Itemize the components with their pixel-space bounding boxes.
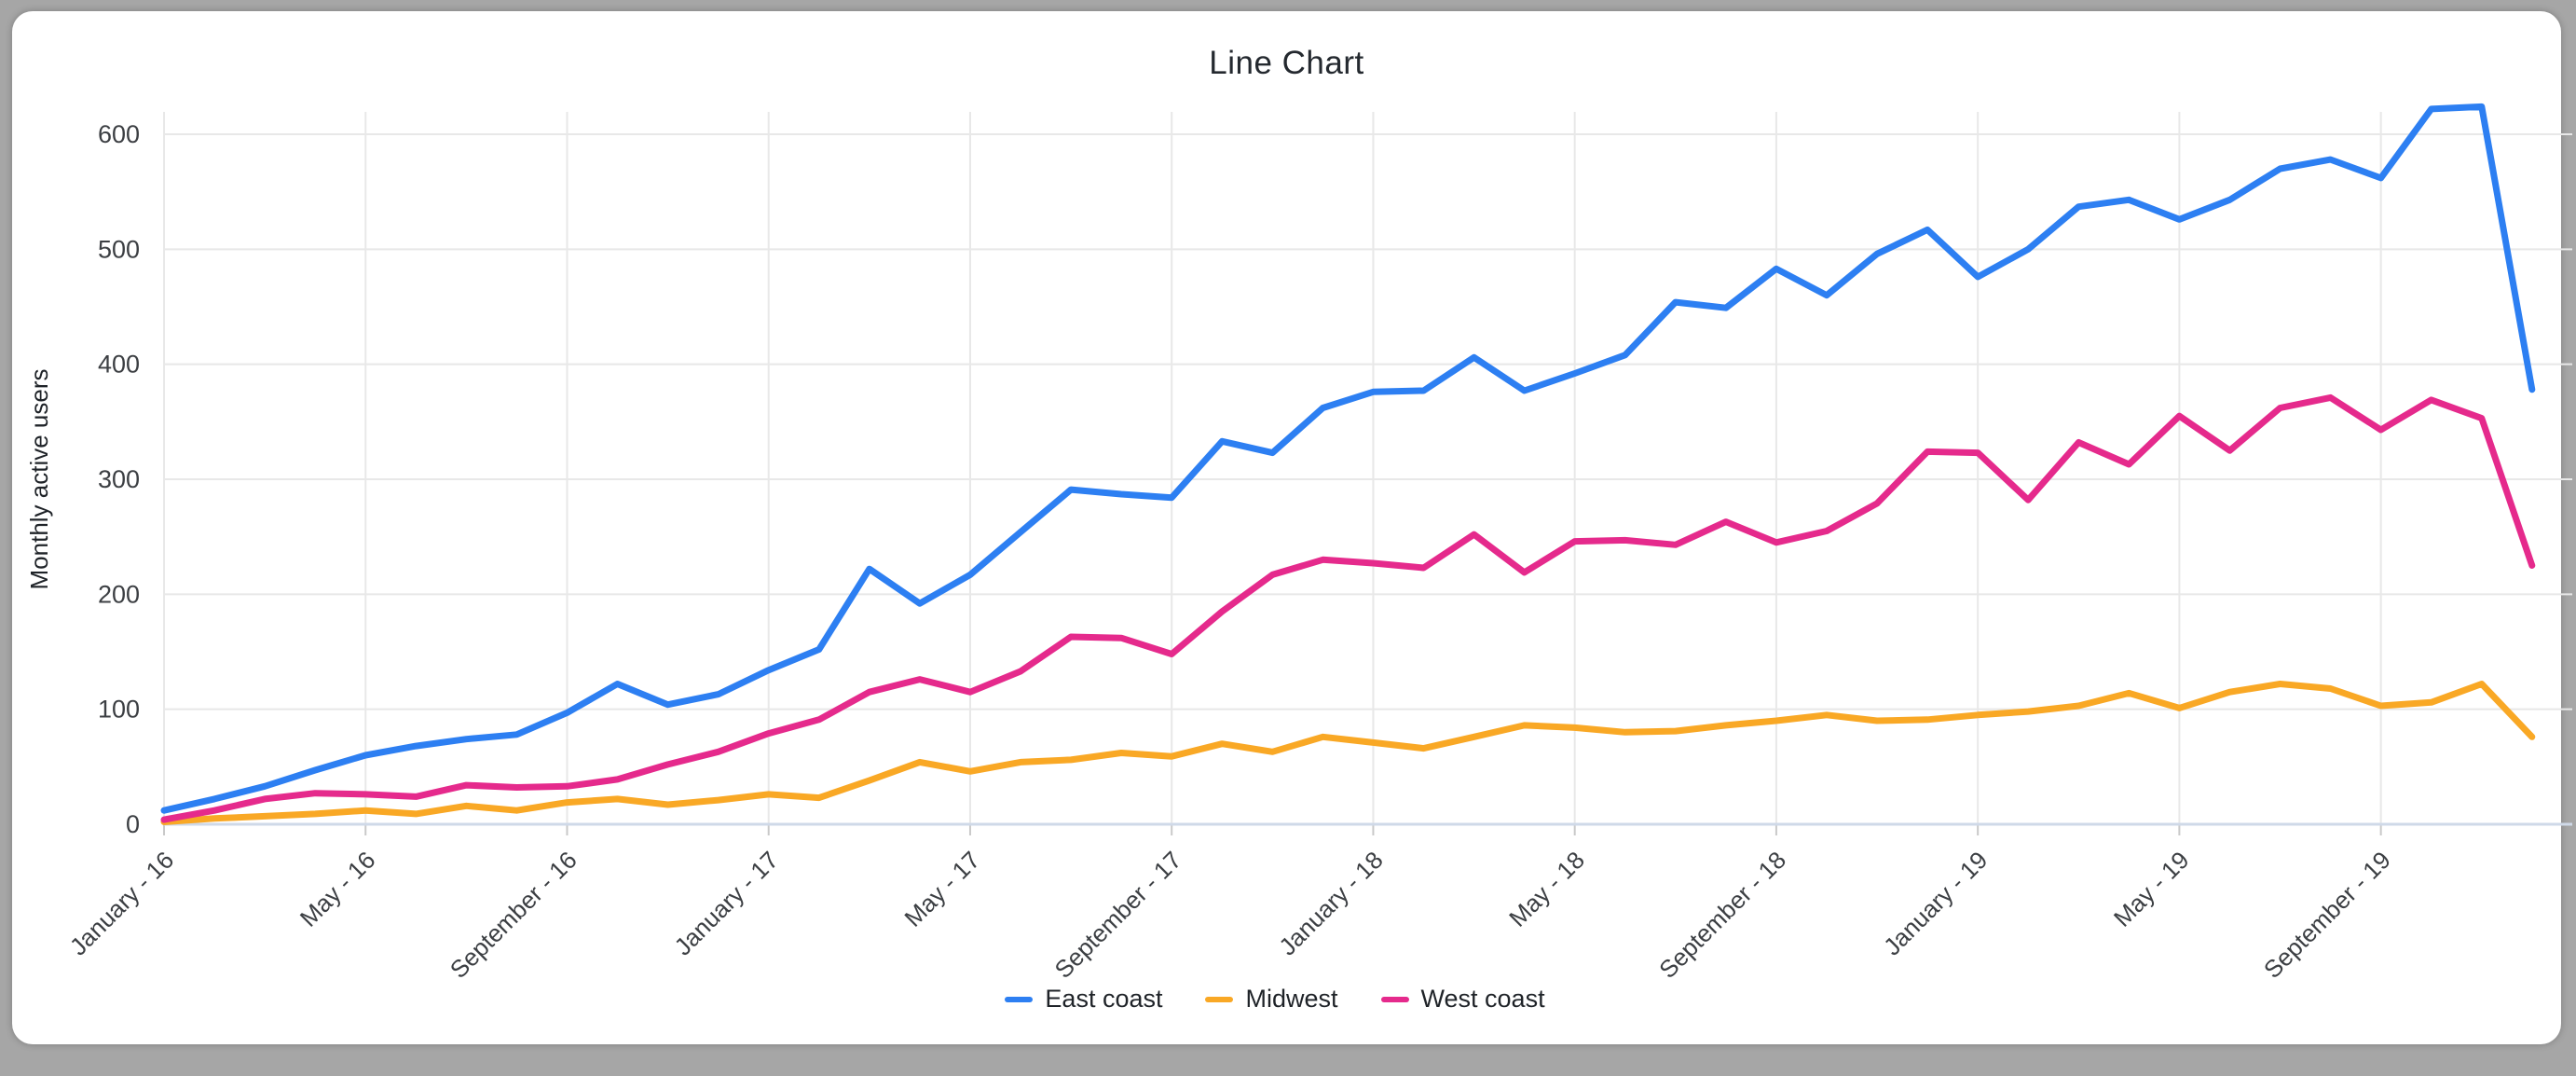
x-tick-label: May - 19 (2108, 846, 2195, 932)
y-tick-label: 400 (98, 351, 140, 379)
x-tick-label: January - 19 (1878, 846, 1993, 960)
legend-item-east-coast[interactable]: East coast (1005, 985, 1162, 1014)
x-tick-label: May - 18 (1503, 846, 1590, 932)
legend-label: East coast (1045, 985, 1163, 1013)
legend-label: Midwest (1245, 985, 1338, 1013)
chart-title: Line Chart (1209, 45, 1364, 81)
x-tick-label: January - 18 (1273, 846, 1388, 960)
y-tick-label: 100 (98, 696, 140, 724)
chart-card: Line Chart 0 100 200 300 400 500 600 January - … (12, 11, 2572, 1044)
series-line-midwest (160, 681, 2536, 825)
x-tick-label: September - 18 (1653, 846, 1791, 984)
legend-swatch-icon (1380, 996, 1409, 1002)
x-tick-label: May - 16 (295, 846, 381, 932)
line-chart-plot: 0 100 200 300 400 500 600 January - 16 May - 16 S… (25, 103, 2572, 984)
x-tick-label: September - 16 (445, 846, 582, 984)
series-line-east-coast (160, 103, 2536, 814)
y-axis-title: Monthly active users (25, 369, 53, 590)
legend-swatch-icon (1005, 996, 1034, 1002)
x-tick-label: September - 17 (1049, 846, 1187, 984)
y-tick-label: 0 (126, 810, 140, 838)
x-tick-label: January - 17 (669, 846, 784, 960)
y-tick-label: 300 (98, 465, 140, 493)
series-line-west-coast (160, 393, 2536, 823)
y-tick-label: 600 (98, 120, 140, 148)
y-tick-label: 200 (98, 580, 140, 608)
legend-label: West coast (1420, 985, 1545, 1013)
x-tick-label: May - 17 (898, 846, 985, 932)
x-tick-label: January - 16 (64, 846, 179, 960)
chart-legend: East coast Midwest West coast (12, 985, 2538, 1014)
legend-item-midwest[interactable]: Midwest (1205, 985, 1338, 1014)
y-tick-label: 500 (98, 235, 140, 263)
legend-swatch-icon (1205, 996, 1234, 1002)
legend-item-west-coast[interactable]: West coast (1380, 985, 1545, 1014)
x-tick-label: September - 19 (2258, 846, 2396, 984)
